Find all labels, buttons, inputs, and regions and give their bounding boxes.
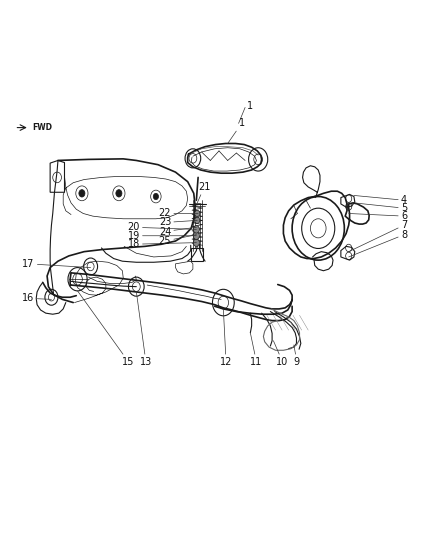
Text: 15: 15 bbox=[78, 291, 135, 367]
Circle shape bbox=[193, 225, 199, 233]
Text: 8: 8 bbox=[349, 230, 407, 257]
Text: 22: 22 bbox=[159, 208, 198, 219]
Text: 24: 24 bbox=[159, 227, 196, 237]
Text: 23: 23 bbox=[159, 217, 197, 228]
Text: 7: 7 bbox=[349, 220, 407, 252]
Text: 18: 18 bbox=[127, 239, 196, 249]
Text: 5: 5 bbox=[354, 203, 407, 213]
Circle shape bbox=[79, 190, 85, 197]
Text: FWD: FWD bbox=[32, 123, 52, 132]
Text: 25: 25 bbox=[159, 235, 196, 246]
Text: 13: 13 bbox=[136, 292, 152, 367]
Circle shape bbox=[193, 239, 199, 246]
Circle shape bbox=[194, 217, 200, 223]
Circle shape bbox=[193, 232, 199, 239]
Circle shape bbox=[194, 211, 200, 216]
Circle shape bbox=[153, 193, 159, 200]
Text: 17: 17 bbox=[22, 259, 91, 269]
Text: 10: 10 bbox=[273, 341, 289, 367]
Text: 20: 20 bbox=[127, 222, 196, 232]
Text: 6: 6 bbox=[349, 211, 407, 221]
Text: 9: 9 bbox=[294, 345, 300, 367]
Circle shape bbox=[116, 190, 122, 197]
Text: 21: 21 bbox=[197, 182, 211, 203]
Text: 1: 1 bbox=[247, 101, 254, 111]
Text: 16: 16 bbox=[22, 293, 51, 303]
Text: 11: 11 bbox=[251, 333, 263, 367]
Text: 19: 19 bbox=[127, 231, 196, 241]
Text: 4: 4 bbox=[354, 195, 407, 205]
Text: 12: 12 bbox=[220, 309, 232, 367]
Text: 1: 1 bbox=[228, 118, 245, 143]
